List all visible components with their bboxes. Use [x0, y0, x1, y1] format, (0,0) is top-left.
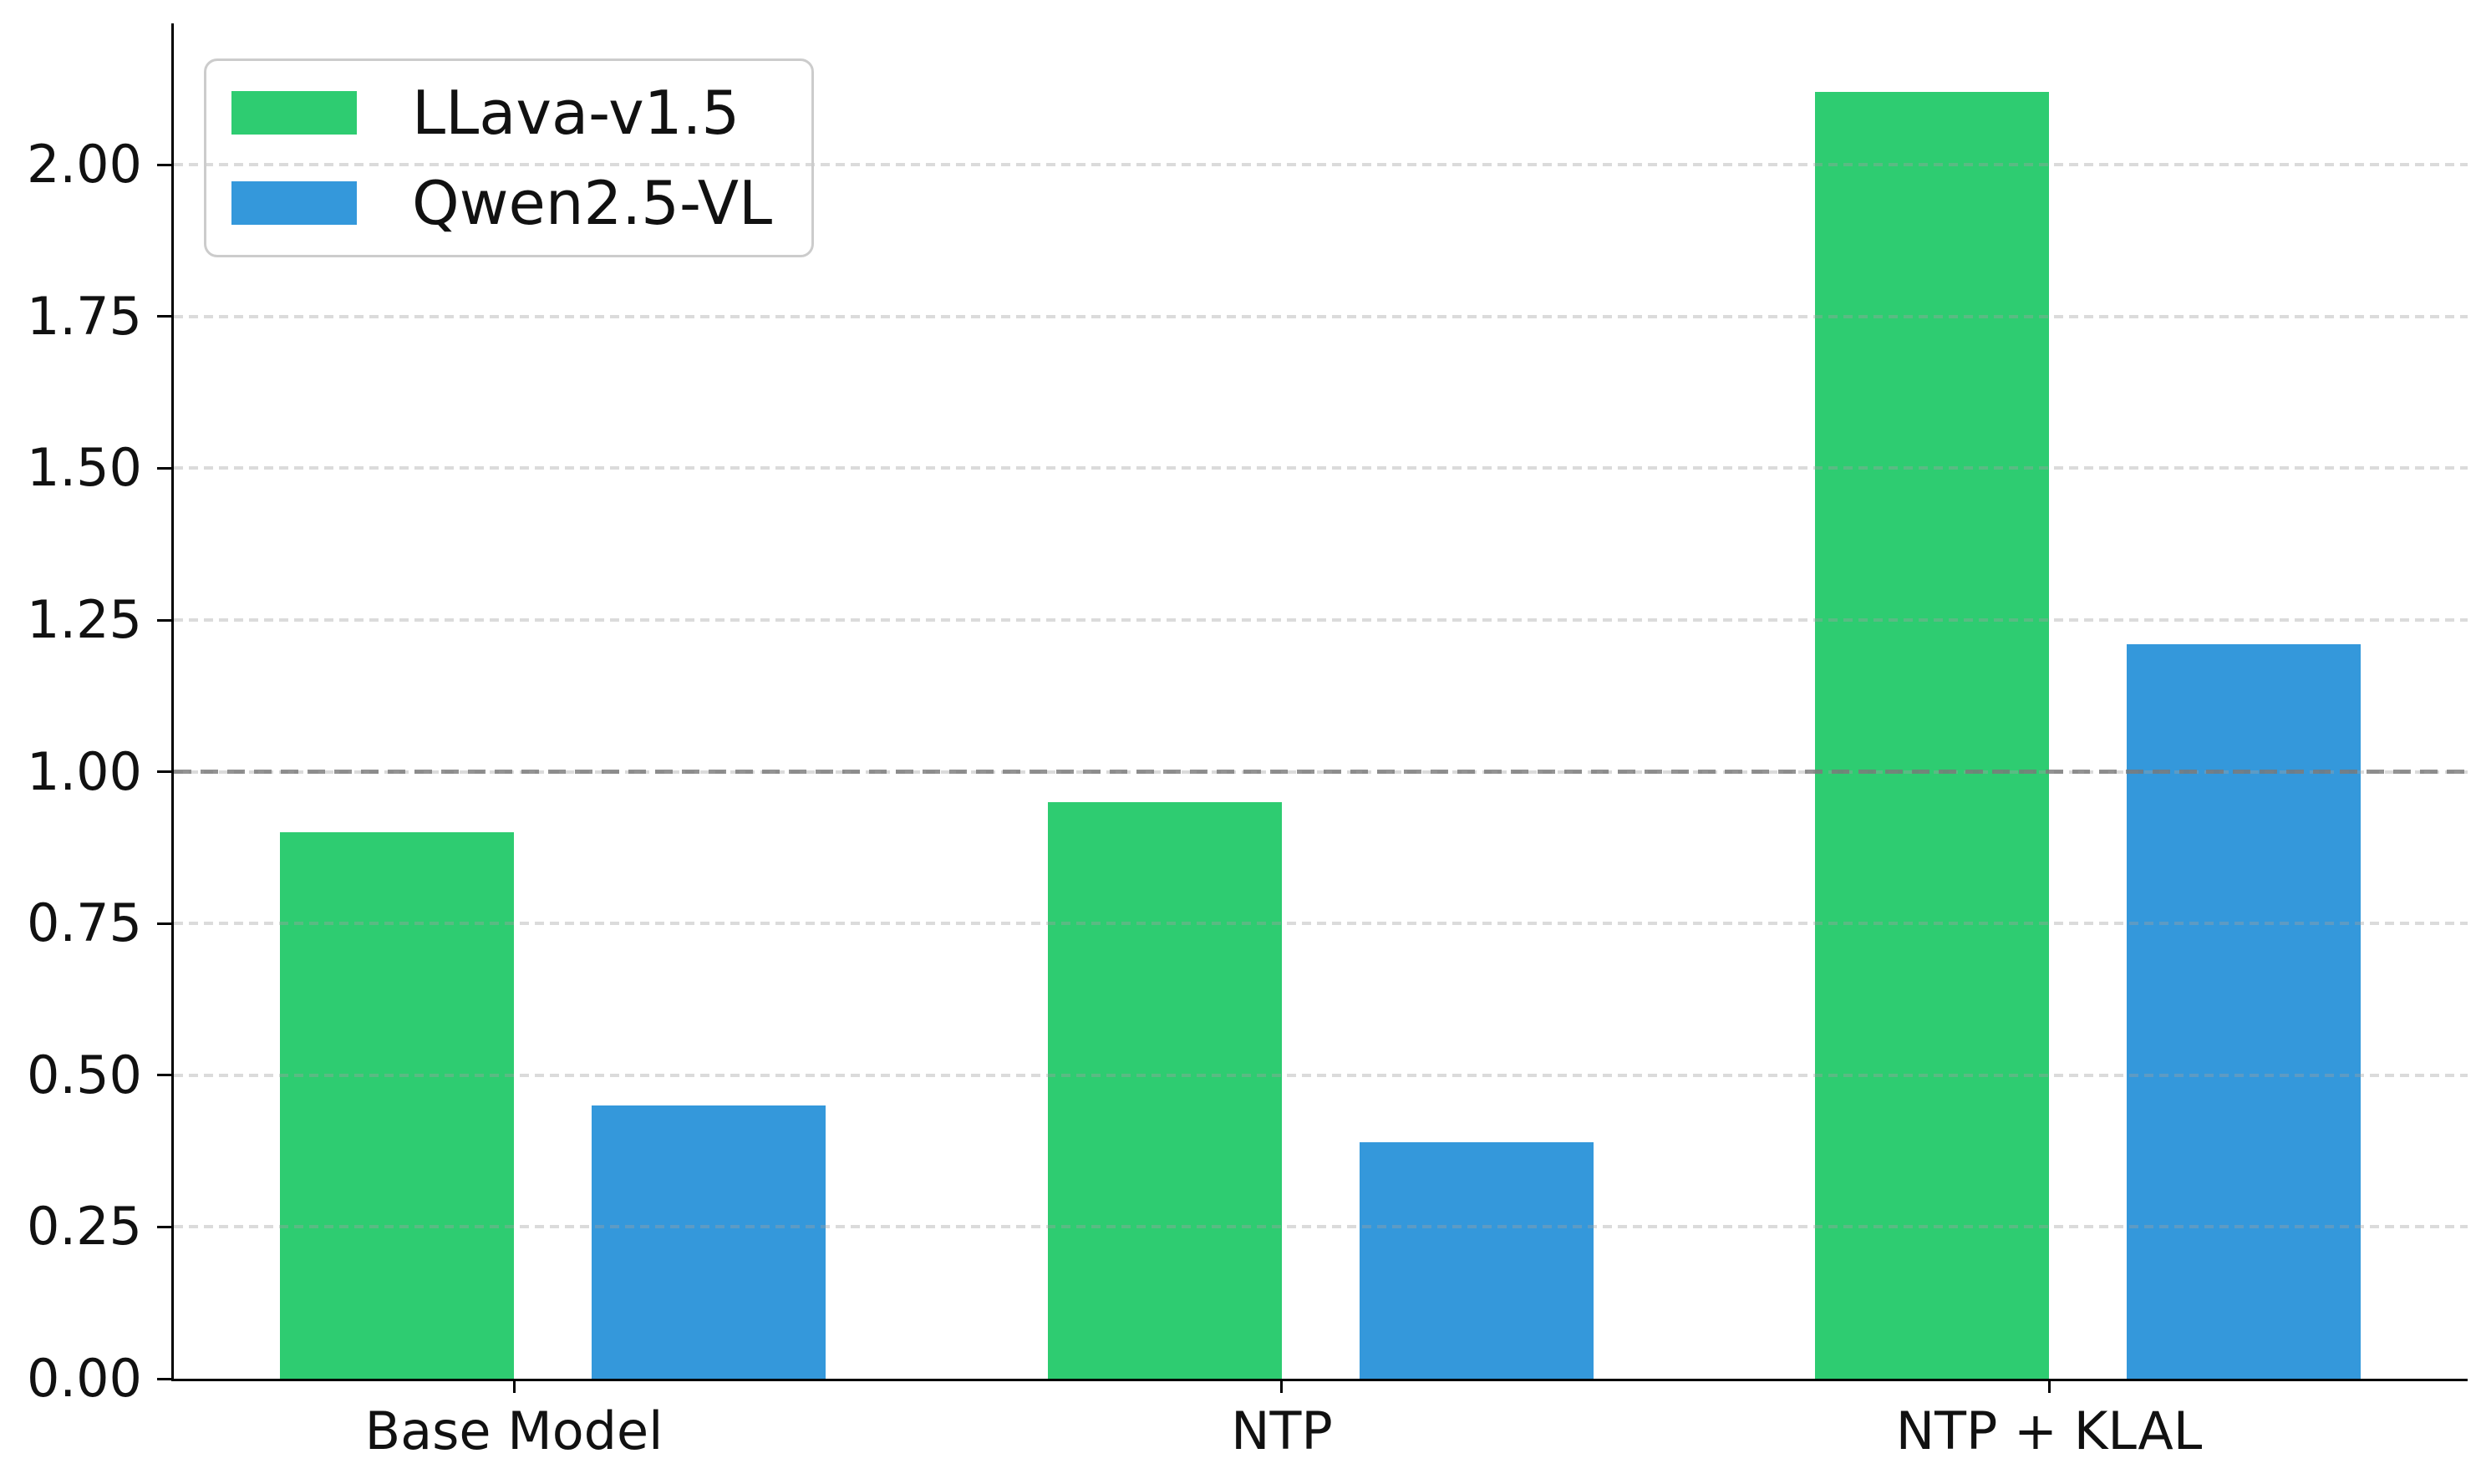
legend: LLava-v1.5 Qwen2.5-VL: [204, 58, 814, 257]
plot-area: 0.00 0.25 0.50 0.75 1.00 1.25 1.50 1.75 2.00 Base…: [27, 23, 2468, 1457]
y-tick-0.75: [157, 922, 171, 925]
x-axis-spine: [171, 1379, 2468, 1381]
bar-Qwen2.5-VL-NTP + KLAL: [2127, 644, 2361, 1379]
y-axis-spine: [171, 23, 174, 1381]
y-tick-label-0.50: 0.50: [26, 1044, 142, 1105]
y-tick-label-1.50: 1.50: [26, 437, 142, 499]
x-tick-Base Model: [512, 1379, 516, 1393]
y-tick-1.75: [157, 315, 171, 318]
bar-LLava-v1.5-Base Model: [280, 832, 514, 1379]
x-tick-label-NTP + KLAL: NTP + KLAL: [1895, 1400, 2203, 1461]
y-tick-0.25: [157, 1225, 171, 1228]
y-tick-0.00: [157, 1377, 171, 1380]
legend-swatch-llava: [231, 91, 357, 135]
gridline-0.25: [174, 1225, 2468, 1229]
x-tick-label-Base Model: Base Model: [364, 1400, 663, 1461]
legend-item-qwen: Qwen2.5-VL: [231, 173, 811, 233]
gridline-0.50: [174, 1073, 2468, 1077]
legend-label-qwen: Qwen2.5-VL: [412, 168, 773, 238]
bar-Qwen2.5-VL-NTP: [1360, 1141, 1594, 1379]
legend-label-llava: LLava-v1.5: [412, 78, 740, 148]
y-tick-1.50: [157, 466, 171, 470]
y-tick-label-0.25: 0.25: [26, 1196, 142, 1258]
y-tick-label-2.00: 2.00: [26, 134, 142, 196]
gridline-1.25: [174, 618, 2468, 623]
bar-Qwen2.5-VL-Base Model: [592, 1105, 826, 1379]
x-tick-label-NTP: NTP: [1231, 1400, 1333, 1461]
y-tick-label-0.00: 0.00: [26, 1348, 142, 1409]
bar-LLava-v1.5-NTP + KLAL: [1815, 92, 2049, 1379]
gridline-1.50: [174, 466, 2468, 470]
y-tick-label-0.75: 0.75: [26, 892, 142, 954]
reference-line-1.00: [174, 770, 2468, 775]
y-tick-label-1.25: 1.25: [26, 589, 142, 651]
x-tick-NTP + KLAL: [2047, 1379, 2051, 1393]
gridline-2.00: [174, 163, 2468, 167]
y-tick-label-1.75: 1.75: [26, 285, 142, 347]
legend-item-llava: LLava-v1.5: [231, 83, 811, 143]
gridline-0.75: [174, 922, 2468, 926]
y-tick-2.00: [157, 163, 171, 166]
bar-LLava-v1.5-NTP: [1048, 801, 1282, 1379]
y-tick-label-1.00: 1.00: [26, 740, 142, 802]
x-tick-NTP: [1280, 1379, 1284, 1393]
gridline-1.75: [174, 314, 2468, 318]
legend-swatch-qwen: [231, 181, 357, 225]
y-tick-0.50: [157, 1074, 171, 1077]
y-tick-1.00: [157, 770, 171, 774]
y-tick-1.25: [157, 618, 171, 622]
